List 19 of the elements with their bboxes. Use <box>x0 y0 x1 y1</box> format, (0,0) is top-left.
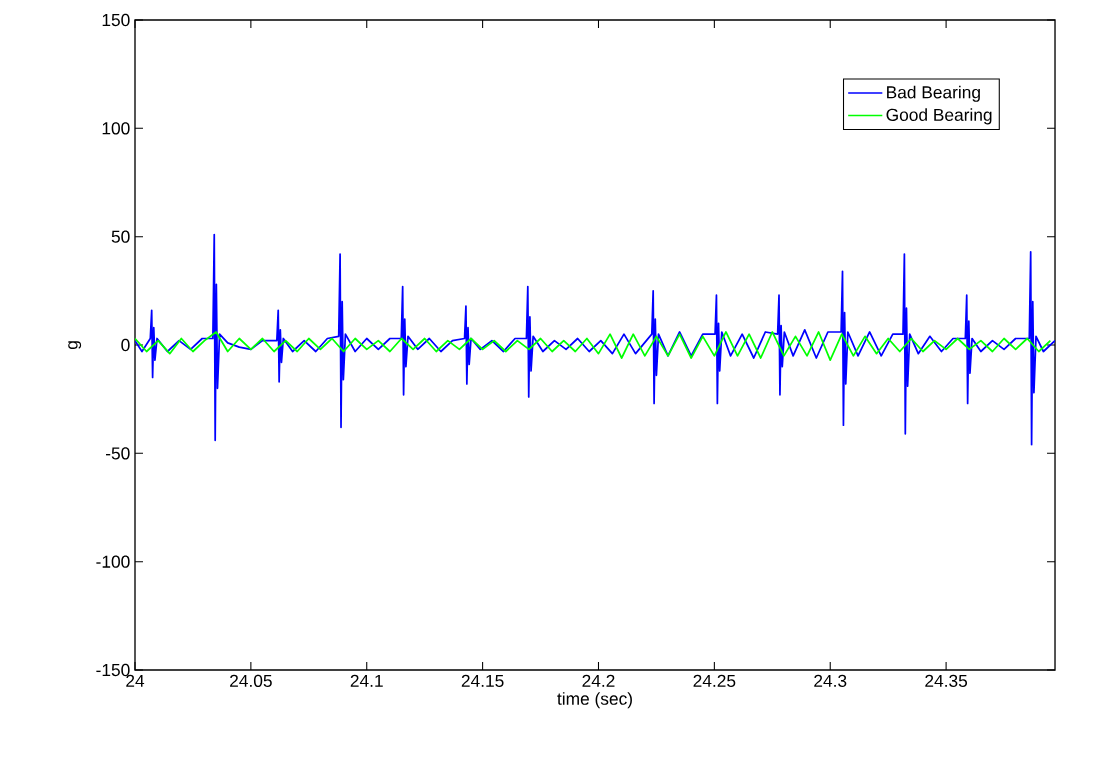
x-tick-label: 24.3 <box>814 674 847 687</box>
x-tick-label: 24.35 <box>925 674 968 687</box>
x-axis-title: time (sec) <box>557 692 632 709</box>
legend-label: Bad Bearing <box>887 85 980 102</box>
y-tick-label: 50 <box>111 230 130 243</box>
y-tick-label: 0 <box>121 338 130 352</box>
line-series <box>135 233 1056 446</box>
x-tick-label: 24.1 <box>350 674 383 687</box>
x-tick-label: 24.05 <box>230 674 272 687</box>
x-tick-label: 24.25 <box>693 674 736 687</box>
x-tick-label: 24.2 <box>582 674 615 687</box>
y-axis-title: g <box>68 341 82 350</box>
x-tick-label: 24.15 <box>461 674 504 687</box>
y-tick-label: -100 <box>96 555 130 568</box>
line-series <box>135 331 1052 362</box>
y-tick-label: 100 <box>102 122 130 135</box>
y-tick-label: -50 <box>106 447 130 460</box>
legend-label: Good Bearing <box>886 108 992 125</box>
y-tick-label: 150 <box>102 13 130 27</box>
